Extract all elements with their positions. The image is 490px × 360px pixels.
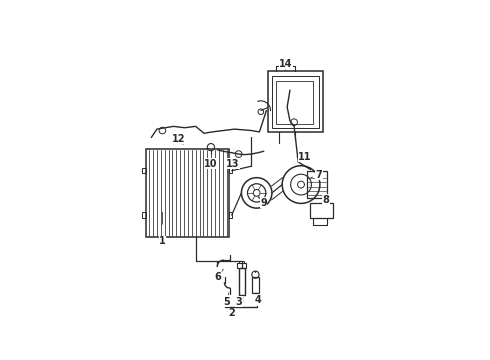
Text: 6: 6 — [215, 273, 221, 283]
Bar — [239, 268, 245, 296]
Text: 13: 13 — [226, 159, 240, 169]
Text: 2: 2 — [228, 309, 235, 319]
Text: 12: 12 — [172, 134, 186, 144]
Bar — [240, 261, 244, 263]
Bar — [146, 149, 229, 237]
Bar — [237, 263, 246, 268]
Bar — [229, 212, 232, 218]
Bar — [268, 71, 323, 132]
Bar — [276, 81, 314, 123]
Bar — [311, 203, 333, 218]
Text: 3: 3 — [235, 297, 242, 307]
Text: 1: 1 — [159, 237, 166, 246]
Text: 10: 10 — [204, 159, 218, 169]
Text: 11: 11 — [298, 152, 312, 162]
Text: 5: 5 — [223, 297, 229, 307]
Text: 14: 14 — [279, 59, 293, 69]
Text: 7: 7 — [316, 170, 322, 180]
Bar — [143, 168, 146, 174]
Bar — [143, 212, 146, 218]
Bar — [307, 171, 327, 198]
Text: 8: 8 — [322, 195, 329, 205]
Bar — [229, 168, 232, 174]
Bar — [272, 76, 319, 128]
Text: 9: 9 — [260, 198, 267, 208]
Text: 4: 4 — [255, 296, 262, 305]
Bar — [252, 278, 259, 293]
